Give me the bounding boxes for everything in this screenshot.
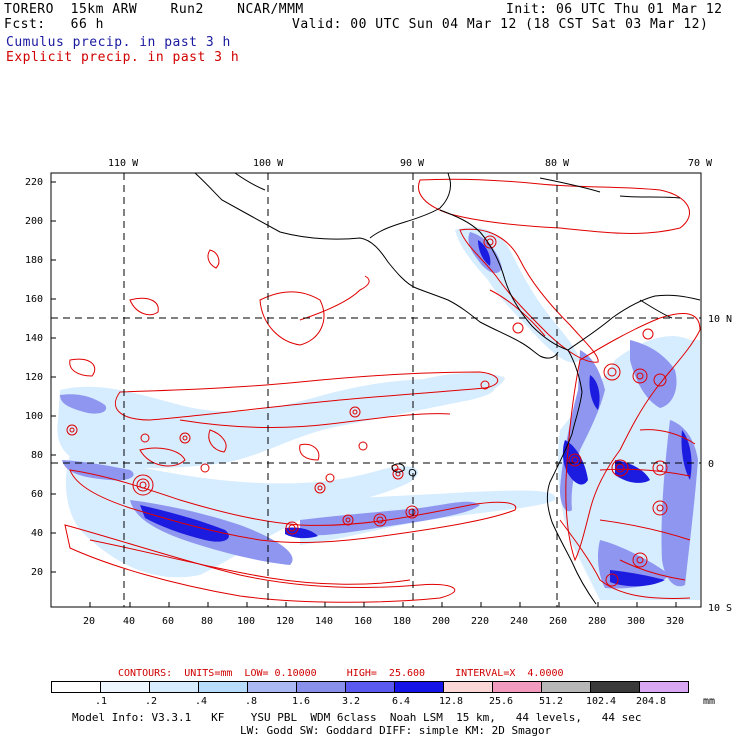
lat-label-10n: 10 N — [708, 314, 732, 325]
color-bar-label: 51.2 — [538, 696, 564, 707]
color-bar-cell — [296, 681, 346, 693]
color-bar-label: 102.4 — [585, 696, 617, 707]
left-tick-label: 220 — [25, 177, 43, 188]
bottom-tick-label: 60 — [162, 616, 174, 627]
bottom-tick-label: 200 — [432, 616, 450, 627]
left-tick-label: 80 — [31, 450, 43, 461]
explicit-precip-label: Explicit precip. in past 3 h — [6, 50, 240, 65]
left-tick-label: 20 — [31, 567, 43, 578]
bottom-tick-label: 220 — [471, 616, 489, 627]
bottom-tick-label: 120 — [276, 616, 294, 627]
color-bar-cell — [443, 681, 493, 693]
bottom-tick-label: 80 — [201, 616, 213, 627]
color-bar-label: 204.8 — [635, 696, 667, 707]
left-tick-label: 100 — [25, 411, 43, 422]
left-grid-index-labels: 220 200 180 160 140 120 100 80 60 40 20 — [25, 177, 43, 578]
header-run-info: TORERO 15km ARW Run2 NCAR/MMM — [4, 2, 304, 17]
left-tick-label: 200 — [25, 216, 43, 227]
color-bar-cell — [198, 681, 248, 693]
lat-label-10s: 10 S — [708, 603, 732, 614]
header-init-time: Init: 06 UTC Thu 01 Mar 12 — [506, 2, 723, 17]
color-bar-cell — [492, 681, 542, 693]
color-bar-cell — [639, 681, 689, 693]
lon-label-110w: 110 W — [108, 158, 139, 169]
bottom-tick-label: 160 — [354, 616, 372, 627]
lon-label-90w: 90 W — [400, 158, 425, 169]
bottom-tick-label: 140 — [315, 616, 333, 627]
left-tick-label: 140 — [25, 333, 43, 344]
color-bar-cell — [541, 681, 591, 693]
color-bar-label: .2 — [144, 696, 158, 707]
color-bar-cell — [100, 681, 150, 693]
color-bar-label: .4 — [194, 696, 208, 707]
color-bar-unit: mm — [703, 696, 716, 707]
color-bar-label: .1 — [94, 696, 108, 707]
lon-label-70w: 70 W — [688, 158, 713, 169]
color-bar-cell — [51, 681, 101, 693]
color-bar-label: .8 — [244, 696, 258, 707]
left-tick-label: 60 — [31, 489, 43, 500]
color-bar-cell — [149, 681, 199, 693]
color-bar-label: 12.8 — [438, 696, 464, 707]
axis-ticks — [51, 181, 677, 607]
lon-label-100w: 100 W — [253, 158, 284, 169]
graticule — [51, 173, 701, 607]
precipitation-map: 110 W 100 W 90 W 80 W 70 W 10 N 0 10 S 2… — [25, 158, 732, 627]
color-bar-cell — [590, 681, 640, 693]
left-tick-label: 40 — [31, 528, 43, 539]
color-bar — [51, 681, 689, 693]
color-bar-label: 25.6 — [488, 696, 514, 707]
coastlines — [194, 173, 701, 605]
color-bar-cell — [247, 681, 297, 693]
left-tick-label: 180 — [25, 255, 43, 266]
lat-label-0: 0 — [708, 459, 714, 470]
left-tick-label: 160 — [25, 294, 43, 305]
contour-info: CONTOURS: UNITS=mm LOW= 0.10000 HIGH= 25… — [118, 668, 564, 679]
map-frame — [50, 172, 702, 608]
bottom-tick-label: 180 — [393, 616, 411, 627]
cumulus-precip-label: Cumulus precip. in past 3 h — [6, 35, 231, 50]
top-longitude-labels: 110 W 100 W 90 W 80 W 70 W — [108, 158, 713, 169]
color-bar-label: 6.4 — [391, 696, 411, 707]
lon-label-80w: 80 W — [545, 158, 570, 169]
right-latitude-labels: 10 N 0 10 S — [708, 314, 732, 614]
header-forecast-hour: Fcst: 66 h — [4, 17, 104, 32]
bottom-tick-label: 100 — [237, 616, 255, 627]
bottom-tick-label: 260 — [549, 616, 567, 627]
color-bar-label: 3.2 — [341, 696, 361, 707]
color-bar-cell — [394, 681, 444, 693]
cumulus-precip-shading — [57, 227, 700, 600]
bottom-tick-label: 20 — [83, 616, 95, 627]
bottom-tick-label: 280 — [588, 616, 606, 627]
color-bar-cell — [345, 681, 395, 693]
header-valid-time: Valid: 00 UTC Sun 04 Mar 12 (18 CST Sat … — [292, 17, 709, 32]
color-bar-label: 1.6 — [291, 696, 311, 707]
left-tick-label: 120 — [25, 372, 43, 383]
bottom-tick-label: 40 — [123, 616, 135, 627]
model-info-line1: Model Info: V3.3.1 KF YSU PBL WDM 6class… — [72, 711, 642, 724]
bottom-grid-index-labels: 20 40 60 80 100 120 140 160 180 200 220 … — [83, 616, 684, 627]
model-info-line2: LW: Godd SW: Goddard DIFF: simple KM: 2D… — [240, 724, 552, 737]
bottom-tick-label: 240 — [510, 616, 528, 627]
bottom-tick-label: 300 — [627, 616, 645, 627]
bottom-tick-label: 320 — [666, 616, 684, 627]
